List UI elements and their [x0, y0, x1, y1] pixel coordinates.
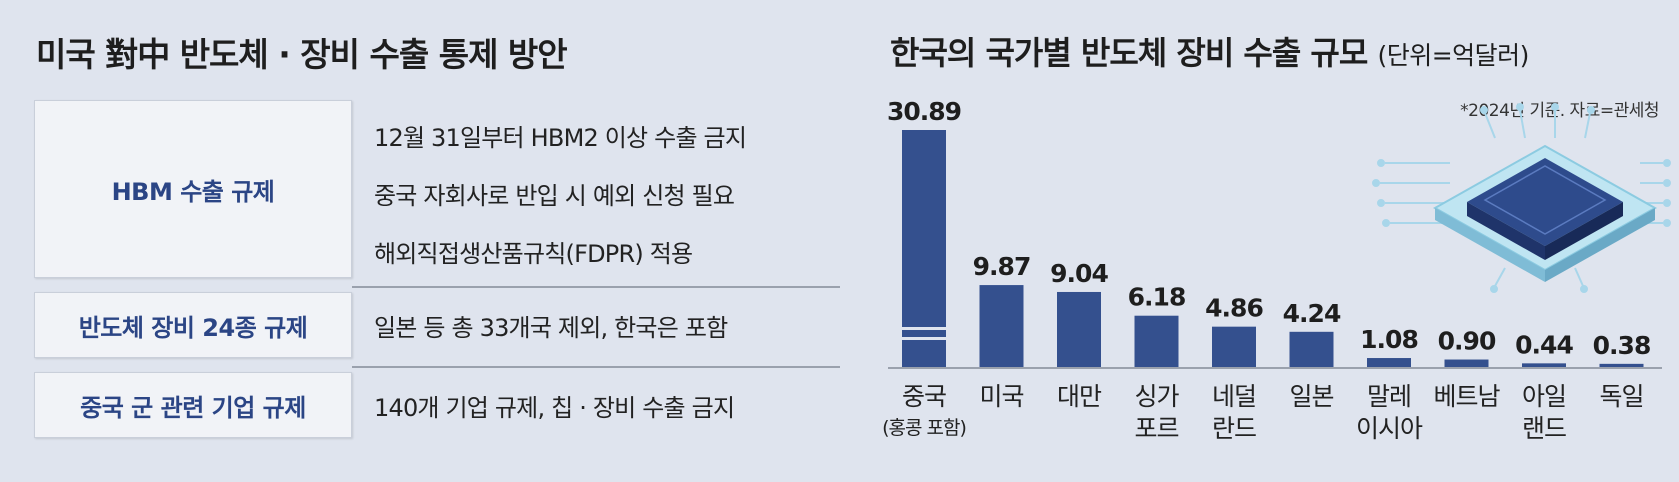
value-label: 0.38 — [1593, 331, 1651, 360]
row-divider — [352, 286, 840, 288]
left-title: 미국 對中 반도체 · 장비 수출 통제 방안 — [36, 35, 568, 74]
value-label: 9.04 — [1050, 259, 1108, 288]
value-label: 4.24 — [1283, 299, 1341, 328]
bar — [1444, 359, 1489, 367]
value-label: 30.89 — [887, 97, 961, 126]
bar — [902, 130, 946, 367]
table-row-equipment: 반도체 장비 24종 규제 일본 등 총 33개국 제외, 한국은 포함 — [34, 292, 840, 358]
category-label: 일본 — [1289, 382, 1333, 411]
category-label: 랜드 — [1522, 414, 1566, 443]
value-label: 4.86 — [1205, 294, 1263, 323]
chart-title: 한국의 국가별 반도체 장비 수출 규모 — [890, 34, 1368, 72]
value-label: 0.90 — [1438, 327, 1496, 356]
bar — [1134, 315, 1179, 367]
chip-board-side-right — [1545, 208, 1655, 282]
bar — [1367, 358, 1411, 367]
bar — [1212, 326, 1256, 367]
chip-side-left — [1467, 202, 1545, 260]
axis-break-mark — [901, 327, 947, 330]
value-label: 1.08 — [1360, 325, 1418, 354]
chart-title-wrap: 한국의 국가별 반도체 장비 수출 규모 (단위=억달러) — [890, 28, 1529, 74]
category-label: (홍콩 포함) — [882, 417, 966, 439]
value-label: 9.87 — [973, 252, 1031, 281]
table-row-military: 중국 군 관련 기업 규제 140개 기업 규제, 칩 · 장비 수출 금지 — [34, 372, 840, 438]
category-label: 네덜 — [1212, 382, 1256, 411]
row-label-equipment: 반도체 장비 24종 규제 — [34, 292, 352, 358]
bar — [1289, 331, 1334, 367]
chip-side-right — [1545, 202, 1623, 260]
bar — [1522, 363, 1566, 367]
chart-unit: (단위=억달러) — [1377, 41, 1529, 70]
desc-line: 140개 기업 규제, 칩 · 장비 수출 금지 — [374, 394, 735, 422]
row-divider — [352, 366, 840, 368]
bar — [979, 285, 1024, 367]
chip-board-side-left — [1435, 208, 1545, 282]
bars-group — [901, 130, 1644, 367]
category-label: 미국 — [979, 382, 1023, 411]
category-label: 말레 — [1367, 382, 1411, 411]
desc-line: 해외직접생산품규칙(FDPR) 적용 — [374, 240, 693, 268]
axis-break-mark — [901, 337, 947, 340]
category-label: 중국 — [902, 382, 946, 411]
bar — [1057, 291, 1101, 367]
value-labels-group: 30.89 9.87 9.04 6.18 4.86 4.24 1.08 0.90 0.44 0.3… — [887, 97, 1651, 360]
desc-line: 중국 자회사로 반입 시 예외 신청 필요 — [374, 182, 735, 210]
desc-line: 12월 31일부터 HBM2 이상 수출 금지 — [374, 124, 747, 152]
value-label: 0.44 — [1515, 330, 1573, 359]
category-label: 아일 — [1522, 382, 1566, 411]
category-label: 독일 — [1599, 382, 1643, 411]
category-label: 싱가 — [1134, 382, 1179, 411]
row-desc-equipment: 일본 등 총 33개국 제외, 한국은 포함 — [352, 292, 840, 358]
row-label-military: 중국 군 관련 기업 규제 — [34, 372, 352, 438]
category-label: 대만 — [1057, 382, 1102, 411]
chip-die — [1483, 165, 1607, 235]
category-label: 포르 — [1134, 414, 1178, 443]
category-label: 란드 — [1212, 414, 1256, 443]
table-row-hbm: HBM 수출 규제 12월 31일부터 HBM2 이상 수출 금지 중국 자회사… — [34, 100, 840, 278]
bar — [1599, 363, 1644, 367]
desc-line: 일본 등 총 33개국 제외, 한국은 포함 — [374, 314, 728, 342]
row-label-hbm: HBM 수출 규제 — [34, 100, 352, 278]
category-label: 베트남 — [1433, 382, 1500, 411]
row-desc-military: 140개 기업 규제, 칩 · 장비 수출 금지 — [352, 372, 840, 438]
value-label: 6.18 — [1128, 283, 1186, 312]
chart-note: *2024년 기준. 자료=관세청 — [1460, 101, 1659, 121]
circuit-traces — [1372, 103, 1671, 293]
chip-illustration — [1372, 103, 1671, 293]
row-desc-hbm: 12월 31일부터 HBM2 이상 수출 금지 중국 자회사로 반입 시 예외 … — [352, 100, 840, 278]
category-label: 이시아 — [1356, 414, 1423, 443]
